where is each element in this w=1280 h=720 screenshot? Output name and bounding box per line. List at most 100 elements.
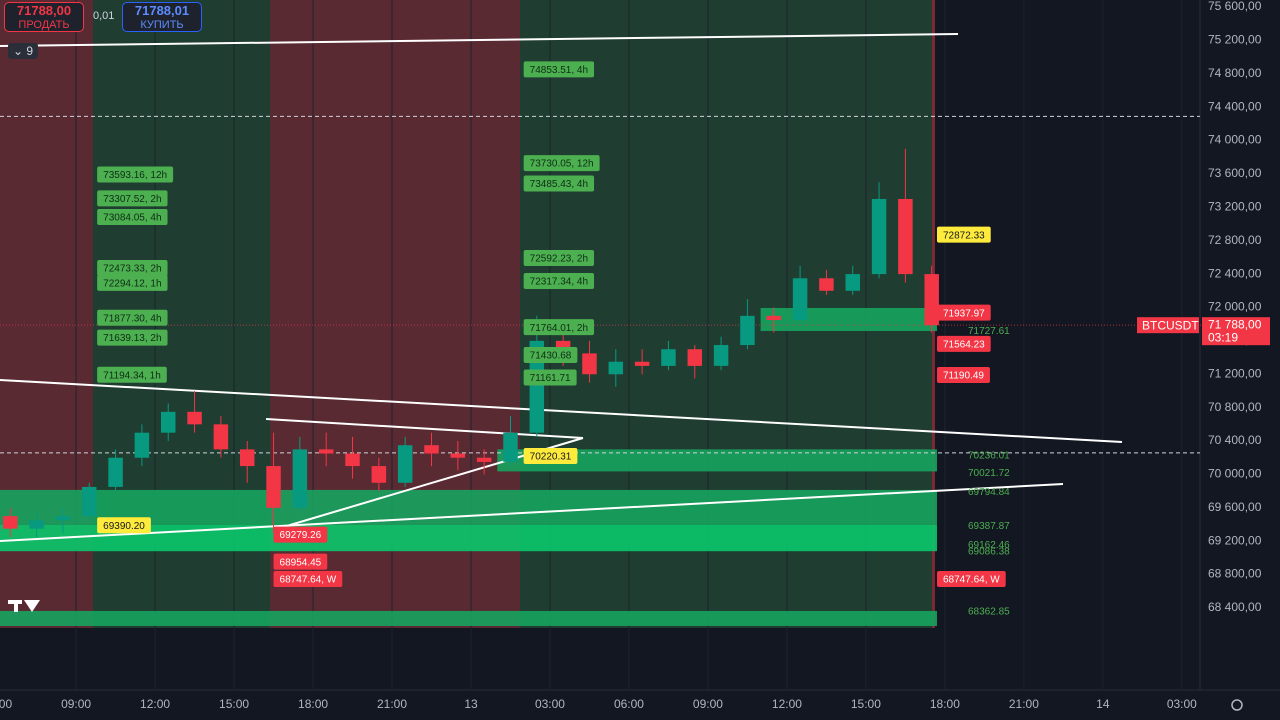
level-label: 68954.45 (273, 553, 328, 570)
level-box (523, 175, 595, 192)
candle-body (503, 432, 518, 462)
level-text: 71161.71 (530, 373, 571, 384)
x-tick-label: 21:00 (377, 697, 407, 711)
level-label: 68747.64, W (273, 570, 343, 587)
level-label: 72872.33 (936, 226, 991, 243)
candle-body (3, 516, 18, 529)
level-text: 72592.23, 2h (530, 254, 588, 265)
level-label: 70220.31 (523, 448, 578, 465)
trend-line (265, 418, 584, 439)
y-tick-label: 68 400,00 (1208, 600, 1262, 614)
buy-price: 71788,01 (134, 3, 190, 18)
level-label: 69162.46 (968, 540, 1010, 551)
level-text: 70021.72 (968, 468, 1010, 479)
level-text: 69794.84 (968, 487, 1010, 498)
level-label: 71764.01, 2h (523, 319, 595, 336)
candle-body (397, 445, 413, 483)
y-tick-label: 73 600,00 (1208, 166, 1262, 180)
indicator-count: 9 (26, 44, 34, 58)
level-label: 71877.30, 4h (97, 309, 168, 326)
level-box (97, 274, 168, 291)
level-text: 68362.85 (968, 607, 1010, 618)
candle-body (608, 361, 624, 375)
candle-body (266, 466, 281, 508)
level-text: 68954.45 (280, 557, 322, 568)
y-tick-label: 72 000,00 (1208, 300, 1262, 314)
y-tick-label: 70 800,00 (1208, 400, 1262, 414)
x-tick-label: 06:00 (0, 697, 12, 711)
x-tick-label: 09:00 (61, 697, 91, 711)
level-text: 71877.30, 4h (103, 313, 161, 324)
level-text: 73730.05, 12h (530, 159, 594, 170)
level-box (97, 366, 167, 383)
level-label: 69279.26 (273, 526, 328, 543)
level-text: 72872.33 (943, 230, 985, 241)
candle-body (740, 315, 755, 346)
level-text: 73593.16, 12h (103, 170, 167, 181)
y-tick-label: 69 600,00 (1208, 500, 1262, 514)
level-label: 73593.16, 12h (97, 166, 174, 183)
candle-body (160, 411, 176, 433)
settings-icon[interactable] (1231, 699, 1243, 711)
level-text: 70236.01 (968, 450, 1010, 461)
x-tick-label: 06:00 (614, 697, 644, 711)
trend-line (0, 483, 1064, 542)
level-label: 72317.34, 4h (523, 272, 595, 289)
candle-body (239, 449, 255, 467)
y-tick-label: 73 200,00 (1208, 199, 1262, 213)
level-text: 72317.34, 4h (530, 277, 588, 288)
level-text: 68747.64, W (280, 575, 337, 586)
buy-button[interactable]: 71788,01 КУПИТЬ (122, 2, 202, 32)
level-box (273, 570, 343, 587)
candle-body (845, 274, 860, 291)
level-text: 69390.20 (103, 521, 145, 532)
x-tick-label: 15:00 (219, 697, 249, 711)
y-tick-label: 71 200,00 (1208, 366, 1262, 380)
level-text: 70220.31 (530, 452, 572, 463)
level-text: 69162.46 (968, 540, 1010, 551)
level-box (936, 335, 991, 352)
level-box (523, 155, 600, 172)
sell-button[interactable]: 71788,00 ПРОДАТЬ (4, 2, 84, 32)
level-text: 73485.43, 4h (530, 179, 588, 190)
level-label: 68362.85 (968, 607, 1010, 618)
indicators-toggle[interactable]: ⌄ 9 (8, 43, 39, 59)
candle-body (766, 315, 782, 321)
level-box (97, 190, 168, 207)
candle-body (134, 432, 150, 458)
y-tick-label: 74 800,00 (1208, 66, 1262, 80)
candle-body (108, 457, 123, 487)
level-box (936, 570, 1006, 587)
zone (760, 307, 937, 332)
sell-price: 71788,00 (16, 3, 72, 18)
level-label: 69086.38 (968, 546, 1010, 557)
x-tick-label: 12:00 (140, 697, 170, 711)
y-tick-label: 74 000,00 (1208, 133, 1262, 147)
level-label: 73307.52, 2h (97, 190, 168, 207)
level-label: 72473.33, 2h (97, 259, 168, 276)
y-tick-label: 75 200,00 (1208, 33, 1262, 47)
level-text: 69086.38 (968, 546, 1010, 557)
level-text: 69279.26 (280, 530, 322, 541)
y-tick-label: 72 800,00 (1208, 233, 1262, 247)
y-tick-label: 75 600,00 (1208, 0, 1262, 13)
y-tick-label: 70 400,00 (1208, 433, 1262, 447)
level-label: 69387.87 (968, 521, 1010, 532)
level-box (97, 329, 168, 346)
buy-label: КУПИТЬ (140, 19, 184, 31)
level-label: 71727.61 (968, 326, 1010, 337)
level-label: 73485.43, 4h (523, 175, 595, 192)
x-tick-label: 03:00 (1167, 697, 1197, 711)
candle-body (371, 466, 387, 483)
candle-body (187, 411, 202, 425)
level-label: 71430.68 (523, 347, 578, 364)
level-box (523, 61, 595, 78)
level-label: 73730.05, 12h (523, 155, 600, 172)
y-tick-label: 70 000,00 (1208, 467, 1262, 481)
level-text: 71937.97 (943, 308, 985, 319)
candle-body (819, 278, 834, 291)
level-text: 71194.34, 1h (103, 370, 161, 381)
